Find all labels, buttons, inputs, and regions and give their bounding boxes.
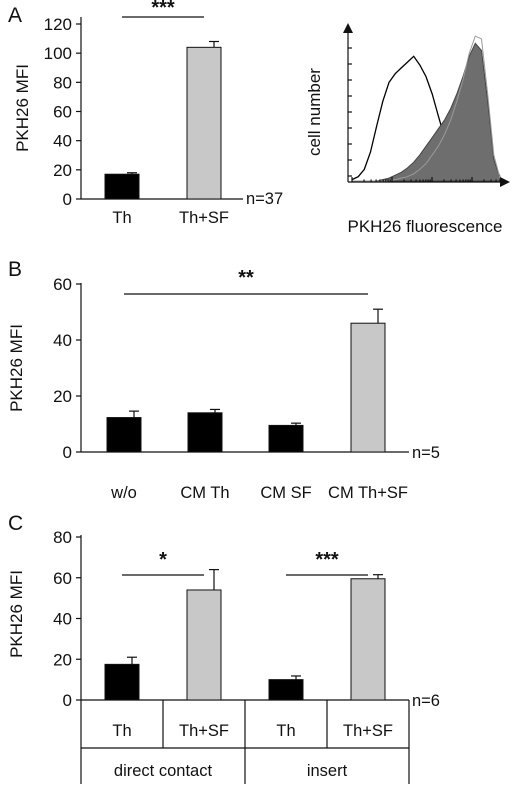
panel-a-y-axis-label: PKH26 MFI <box>13 64 32 152</box>
histogram-x-axis-label: PKH26 fluorescence <box>348 217 503 236</box>
panel-b-bar-1 <box>106 417 142 453</box>
histogram-curve-light-outline <box>352 35 501 182</box>
panel-c-significance-marker-2: *** <box>315 549 339 571</box>
panel-b-n-label: n=5 <box>412 444 440 462</box>
panel-a-category-label-th-sf: Th+SF <box>179 209 229 227</box>
panel-b-category-label-cm-sf: CM SF <box>260 484 311 502</box>
panel-c-bar-4 <box>350 578 386 701</box>
panel-a-histogram: cell number PKH26 fluorescence <box>305 23 510 236</box>
panel-c-category-label-th-sf-2: Th+SF <box>343 722 393 740</box>
panel-b-y-axis-label: PKH26 MFI <box>7 324 26 412</box>
panel-a-y-tick-label: 80 <box>53 73 72 92</box>
panel-c-category-label-th-1: Th <box>112 722 131 740</box>
panel-c-y-axis-label: PKH26 MFI <box>7 570 26 658</box>
panel-a-bar-1 <box>104 173 140 200</box>
panel-b-category-label-cm-th-sf: CM Th+SF <box>328 484 408 502</box>
histogram-y-axis-label: cell number <box>305 68 324 156</box>
panel-c-category-label-th-2: Th <box>276 722 295 740</box>
panel-c-y-tick-label: 20 <box>53 650 72 669</box>
panel-c-y-tick-label: 80 <box>53 528 72 547</box>
panel-c-bar-3 <box>268 679 304 701</box>
panel-b-y-tick-label: 0 <box>63 443 72 462</box>
panel-a-y-tick-label: 0 <box>63 190 72 209</box>
panel-c-y-tick-label: 60 <box>53 569 72 588</box>
panel-b-bar-chart: B PKH26 MFI 0 20 40 60 w/o CM Th CM SF CM T… <box>7 258 440 502</box>
panel-a-y-tick-label: 20 <box>53 161 72 180</box>
panel-c-category-label-th-sf-1: Th+SF <box>179 722 229 740</box>
panel-label-a: A <box>8 4 22 27</box>
panel-c-y-tick-label: 0 <box>63 691 72 710</box>
panel-b-bar-4 <box>350 322 386 453</box>
panel-c-bar-1 <box>104 663 140 701</box>
panel-a-bar-2 <box>186 46 222 200</box>
panel-b-category-label-cm-th: CM Th <box>180 484 229 502</box>
panel-a-y-tick-label: 40 <box>53 132 72 151</box>
histogram-curve-filled <box>352 42 501 182</box>
panel-b-significance-marker: ** <box>238 267 254 289</box>
panel-c-significance-marker-1: * <box>159 549 167 571</box>
panel-b-y-tick-label: 40 <box>53 331 72 350</box>
panel-a-y-tick-label: 60 <box>53 103 72 122</box>
panel-b-bar-2 <box>187 412 223 453</box>
panel-a-n-label: n=37 <box>246 190 283 208</box>
panel-a-y-tick-label: 120 <box>44 15 72 34</box>
panel-c-group-label-direct-contact: direct contact <box>114 762 213 780</box>
panel-a-y-tick-label: 100 <box>44 44 72 63</box>
panel-a-significance-marker: *** <box>151 0 175 19</box>
panel-a-bar-chart: A PKH26 MFI 0 20 40 60 80 100 120 Th Th+SF ***… <box>8 0 283 227</box>
panel-b-category-label-wo: w/o <box>110 484 137 502</box>
panel-b-y-tick-label: 20 <box>53 387 72 406</box>
panel-c-y-tick-label: 40 <box>53 610 72 629</box>
panel-c-group-label-insert: insert <box>307 762 348 780</box>
panel-c-bar-2 <box>186 589 222 701</box>
panel-b-bar-3 <box>268 424 304 453</box>
panel-label-c: C <box>8 512 23 535</box>
panel-b-y-tick-label: 60 <box>53 275 72 294</box>
panel-label-b: B <box>8 258 22 281</box>
panel-a-category-label-th: Th <box>112 209 131 227</box>
panel-c-n-label: n=6 <box>412 692 440 710</box>
